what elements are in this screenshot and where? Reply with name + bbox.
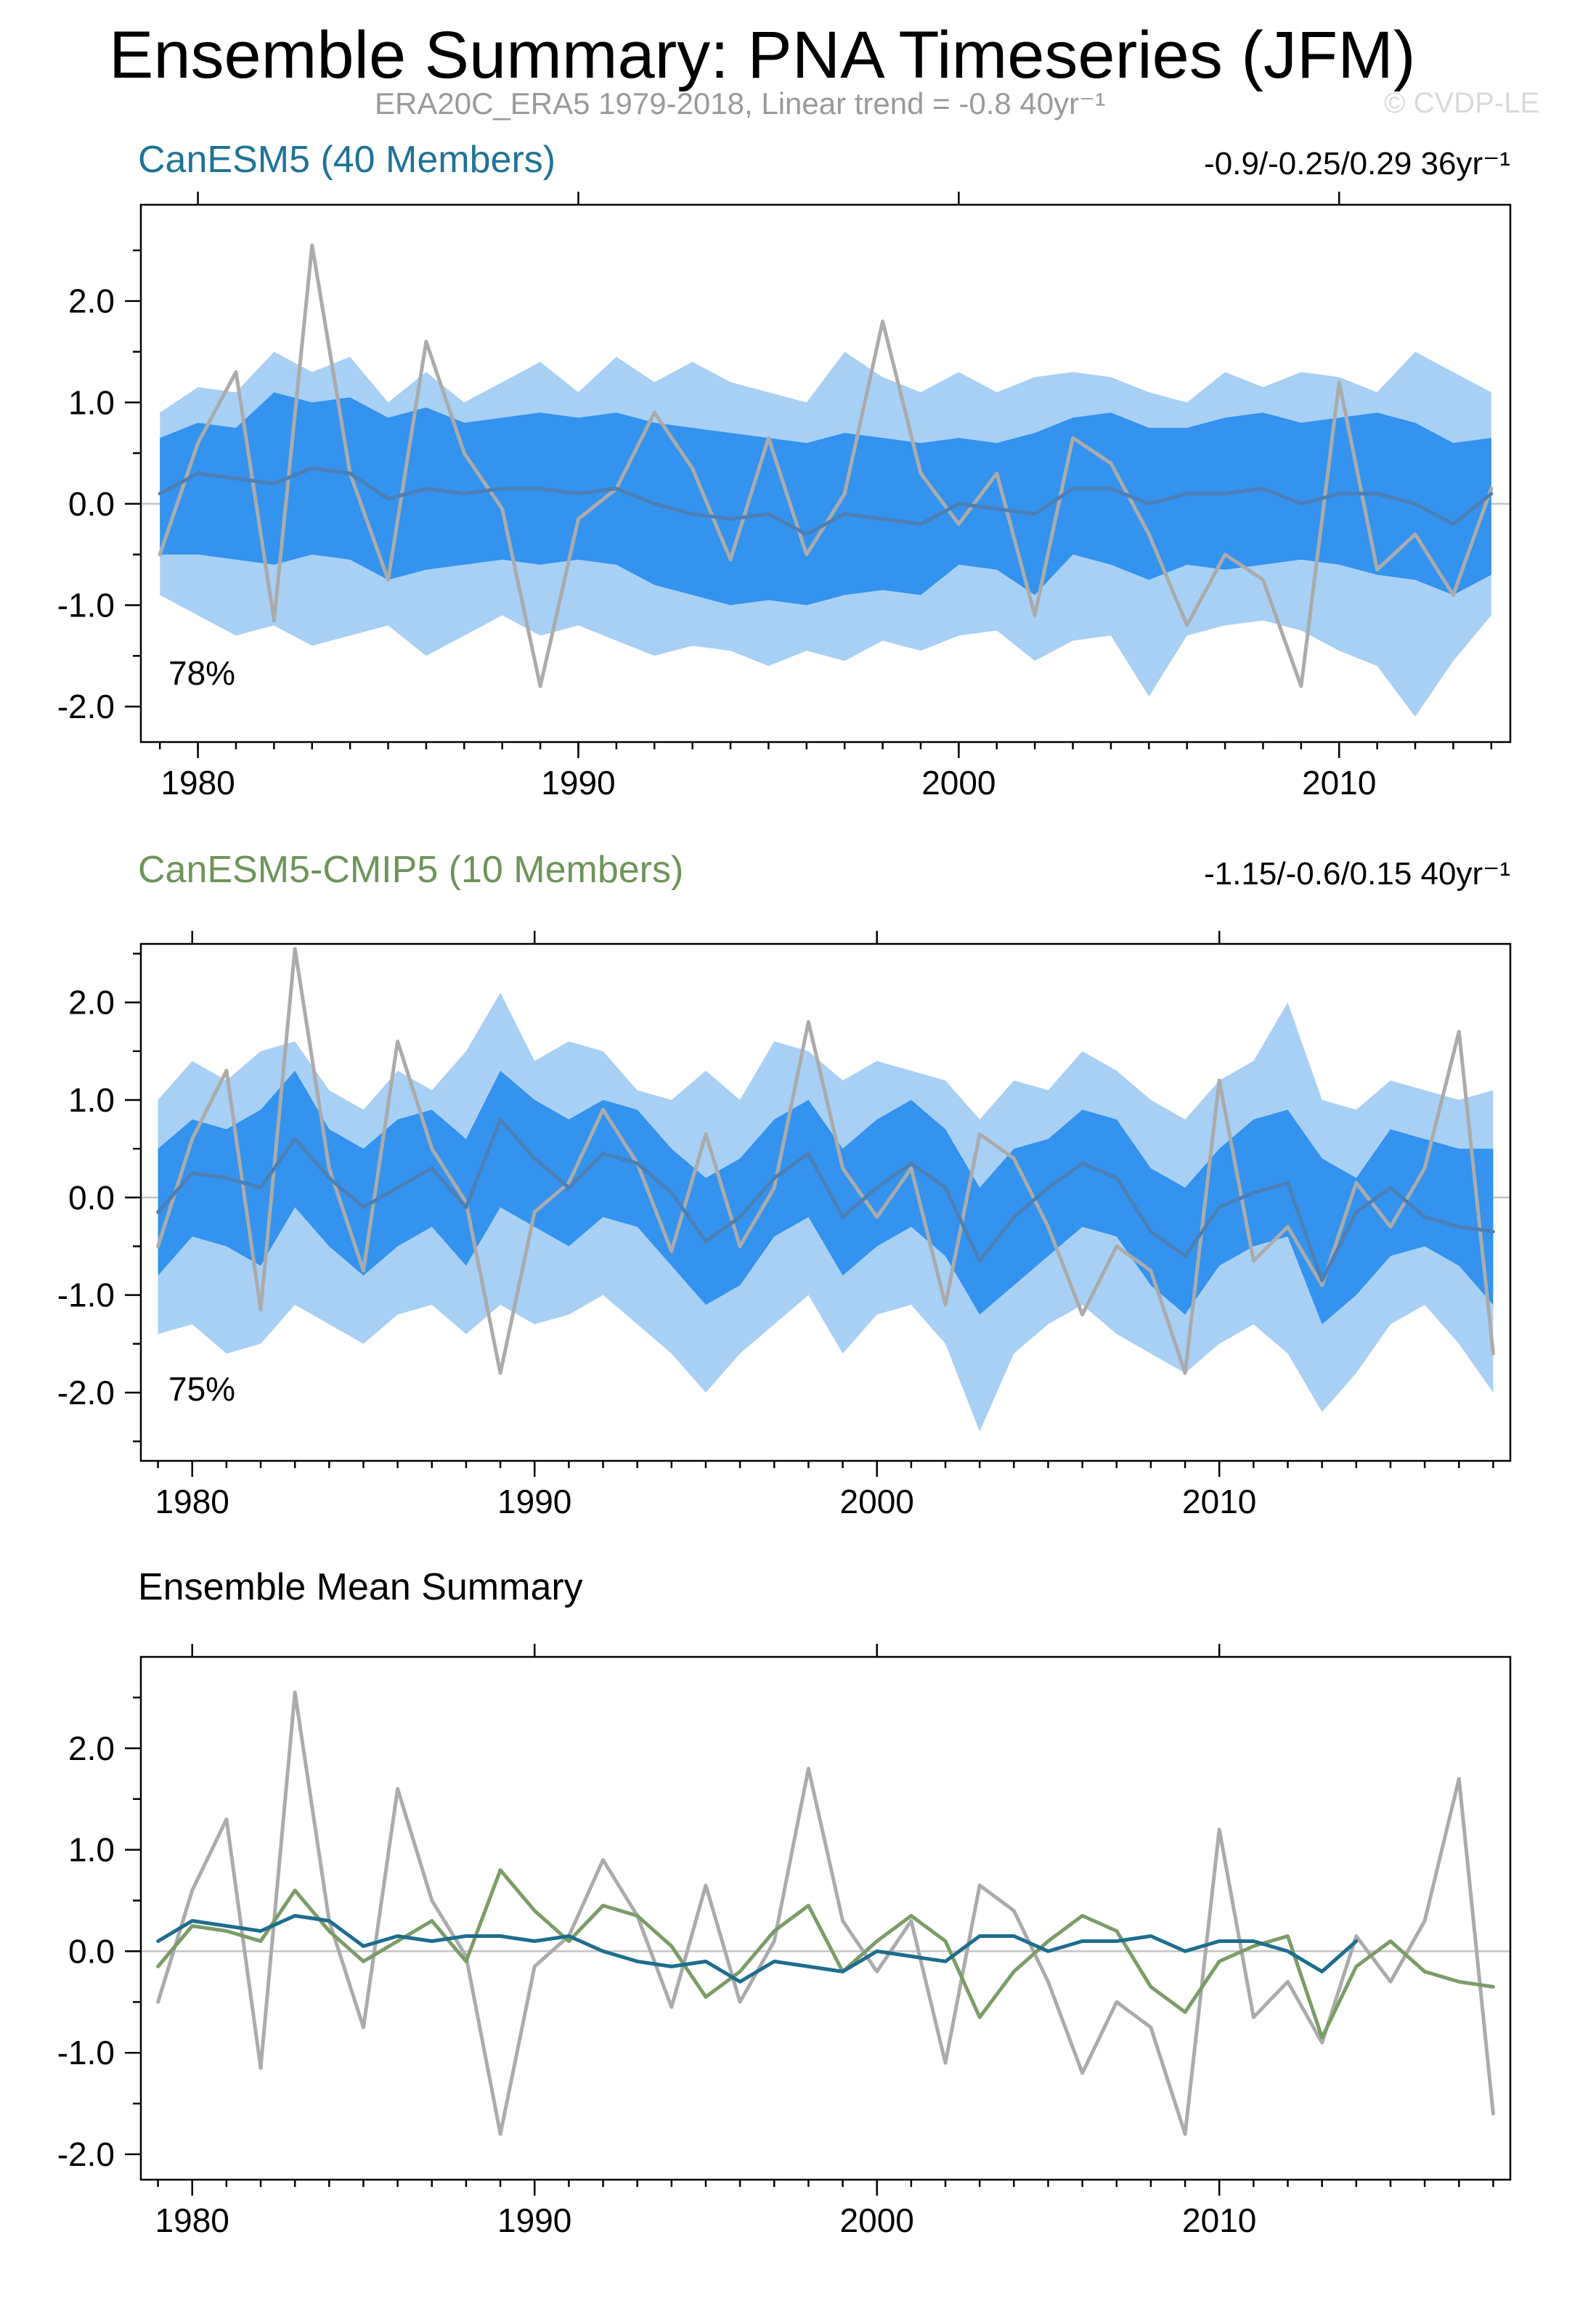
axis-ticks	[125, 931, 1494, 1477]
y-tick-label: -2.0	[57, 1374, 115, 1411]
x-tick-label: 1990	[541, 764, 615, 802]
trend-label-canesm5-cmip5: -1.15/-0.6/0.15 40yr⁻¹	[1204, 856, 1510, 892]
x-tick-label: 2000	[840, 2201, 914, 2239]
y-tick-label: 0.0	[68, 1932, 115, 1970]
y-tick-label: -1.0	[57, 2034, 115, 2071]
plot-border	[139, 1655, 1512, 2181]
canesm5-chart: 1980 1990 2000 2010 -2.0 -1.0 0.0 1.0 2.0	[57, 192, 1512, 802]
plot-border	[139, 203, 1512, 744]
y-tick-label: -1.0	[57, 587, 115, 624]
panel-heading-ensemble-mean-summary: Ensemble Mean Summary	[138, 1566, 583, 1608]
observations-line	[156, 947, 1495, 1375]
agreement-label-canesm5-cmip5: 75%	[168, 1370, 236, 1408]
y-tick-label: 2.0	[68, 984, 115, 1022]
x-tick-label: 1980	[160, 764, 235, 802]
y-tick-label: 1.0	[68, 1081, 115, 1119]
x-tick-label: 2010	[1182, 2201, 1256, 2239]
y-tick-label: -2.0	[57, 688, 115, 725]
y-tick-label: 2.0	[68, 1730, 115, 1767]
panel-heading-canesm5: CanESM5 (40 Members)	[138, 139, 556, 181]
y-tick-label: 2.0	[68, 282, 115, 320]
ensemble-mean-line	[158, 466, 1494, 537]
trend-label-canesm5: -0.9/-0.25/0.29 36yr⁻¹	[1204, 146, 1510, 182]
ensemble-mean-summary-chart: 1980 1990 2000 2010 -2.0 -1.0 0.0 1.0 2.0	[57, 1644, 1512, 2239]
canesm5-ensemble-mean-line	[156, 1914, 1359, 1984]
x-tick-label: 2010	[1302, 764, 1376, 802]
axis-ticks	[125, 192, 1493, 758]
y-tick-label: -1.0	[57, 1276, 115, 1314]
x-tick-label: 1980	[155, 1483, 229, 1520]
ensemble-spread-inner-band	[158, 1070, 1494, 1324]
y-tick-label: 0.0	[68, 1178, 115, 1216]
page-subtitle: ERA20C_ERA5 1979-2018, Linear trend = -0…	[375, 86, 1106, 121]
ensemble-spread-inner-band	[160, 392, 1491, 606]
y-tick-label: 0.0	[68, 485, 115, 523]
ensemble-mean-line	[156, 1117, 1495, 1282]
y-tick-label: -2.0	[57, 2135, 115, 2173]
canesm5-cmip5-chart: 1980 1990 2000 2010 -2.0 -1.0 0.0 1.0 2.0	[57, 931, 1512, 1520]
cvdp-watermark: © CVDP-LE	[1384, 87, 1539, 119]
panel-heading-canesm5-cmip5: CanESM5-CMIP5 (10 Members)	[138, 849, 684, 891]
y-tick-label: 1.0	[68, 383, 115, 421]
x-tick-label: 2000	[840, 1483, 914, 1520]
x-tick-label: 1990	[497, 1483, 571, 1520]
page-title: Ensemble Summary: PNA Timeseries (JFM)	[109, 18, 1416, 92]
x-tick-label: 1990	[497, 2201, 571, 2239]
plot-border	[139, 942, 1512, 1462]
x-tick-label: 2000	[921, 764, 996, 802]
observations-line	[156, 1690, 1495, 2136]
x-tick-label: 1980	[155, 2201, 229, 2239]
y-tick-label: 1.0	[68, 1831, 115, 1869]
agreement-label-canesm5: 78%	[168, 654, 236, 692]
canesm5-cmip5-ensemble-mean-line	[156, 1868, 1495, 2040]
x-tick-label: 2010	[1182, 1483, 1256, 1520]
axis-ticks	[125, 1644, 1494, 2196]
